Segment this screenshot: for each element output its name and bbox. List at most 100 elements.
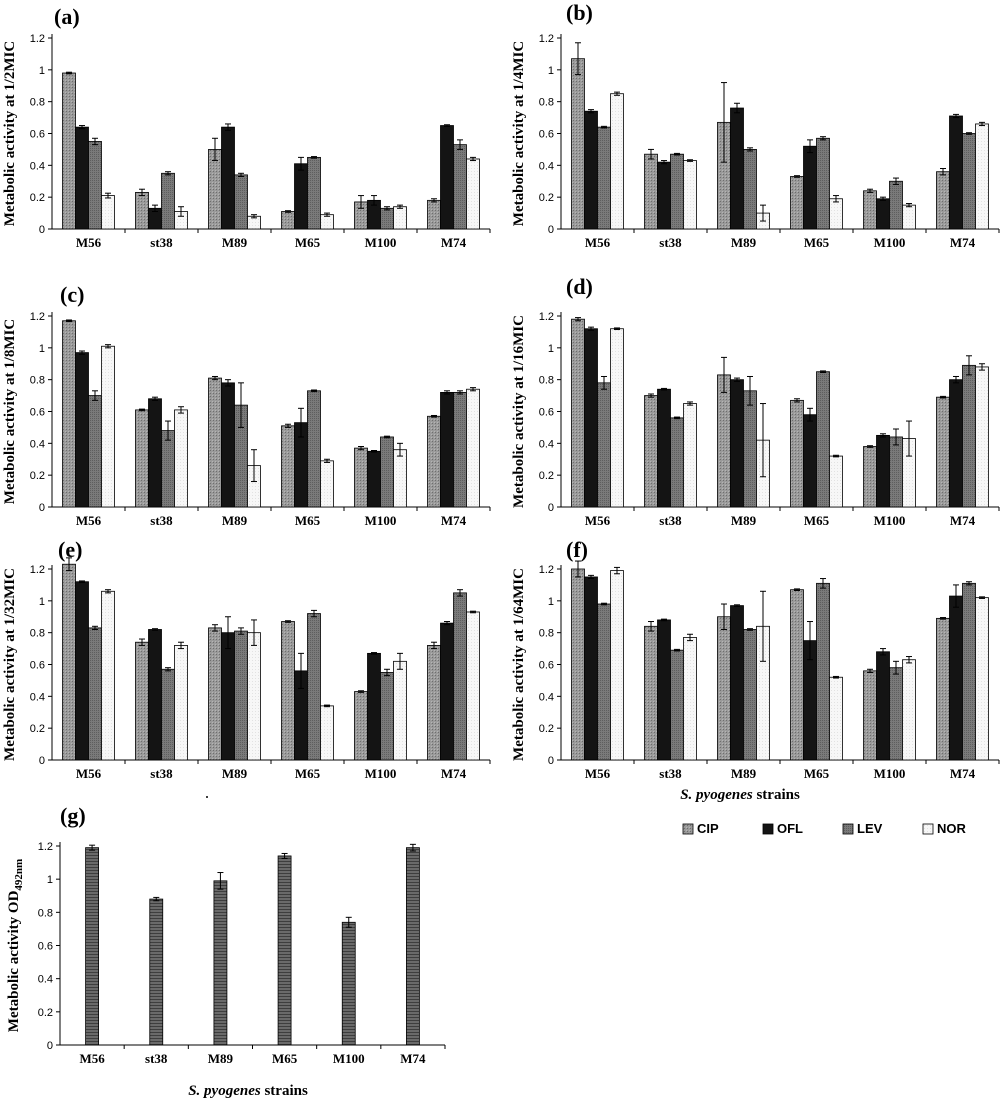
bar-lev-m56: [597, 126, 611, 230]
x-tick-label: M100: [874, 235, 906, 250]
bar-cip-m74: [936, 396, 950, 508]
x-tick-label: M56: [76, 766, 102, 781]
x-tick-label: st38: [150, 766, 173, 781]
x-tick-label: M100: [874, 766, 906, 781]
bar-nor-m65: [829, 198, 843, 230]
bar-series-st38: [149, 898, 164, 1046]
y-tick-label: 1.2: [539, 564, 554, 576]
bar-nor-m56: [101, 195, 115, 230]
bar-lev-m100: [889, 667, 903, 761]
y-tick-label: 0.6: [30, 407, 45, 419]
y-tick-label: 0: [39, 224, 45, 236]
panel-label-b: (b): [566, 0, 593, 25]
panel-a-y-axis-title: Metabolic activity at 1/2MIC: [2, 41, 18, 226]
bar-nor-st38: [174, 409, 188, 508]
bar-nor-m100: [393, 206, 407, 230]
x-tick-label: M65: [295, 513, 321, 528]
bar-cip-m74: [427, 199, 441, 230]
bar-lev-m65: [307, 390, 321, 508]
y-tick-label: 1.2: [30, 311, 45, 323]
bar-nor-m56: [610, 570, 624, 761]
bar-lev-m65: [307, 156, 321, 230]
y-tick-label: 0.6: [38, 941, 53, 953]
bar-nor-st38: [683, 403, 697, 508]
x-tick-label: M65: [804, 766, 830, 781]
bar-ofl-m56: [75, 126, 89, 230]
bar-lev-m56: [88, 627, 102, 761]
bar-cip-m56: [571, 58, 585, 230]
bar-nor-m100: [902, 204, 916, 230]
y-tick-label: 1.2: [539, 33, 554, 45]
y-tick-label: 0.6: [30, 660, 45, 672]
x-tick-label: M56: [585, 235, 611, 250]
x-tick-label: st38: [150, 235, 173, 250]
y-tick-label: 0.2: [539, 192, 554, 204]
x-tick-label: st38: [145, 1051, 168, 1066]
x-tick-label: M89: [222, 513, 248, 528]
bar-lev-st38: [161, 430, 175, 508]
x-tick-label: M74: [950, 235, 976, 250]
bar-cip-st38: [644, 153, 658, 230]
bar-nor-m65: [829, 455, 843, 508]
bar-cip-m74: [936, 617, 950, 761]
y-tick-label: 1: [47, 874, 53, 886]
panel-f-y-axis-title: Metabolic activity at 1/64MIC: [511, 568, 527, 761]
bar-ofl-m65: [803, 145, 817, 230]
y-tick-label: 0.4: [30, 438, 45, 450]
chart-panel-c: (c) Metabolic activity at 1/8MIC 0 0.2 0.4 0.…: [2, 282, 491, 528]
legend-label-cip: CIP: [697, 821, 719, 836]
bar-lev-st38: [670, 417, 684, 508]
bar-series-m56: [85, 847, 99, 1046]
x-tick-label: M74: [400, 1051, 426, 1066]
bar-cip-m89: [208, 627, 222, 761]
bar-ofl-m56: [584, 110, 598, 230]
y-tick-label: 0.2: [539, 470, 554, 482]
bar-cip-m65: [281, 425, 295, 508]
x-tick-label: M74: [950, 766, 976, 781]
bar-ofl-m100: [876, 198, 890, 230]
bar-ofl-m74: [949, 115, 963, 230]
x-tick-label: M74: [441, 766, 467, 781]
bar-ofl-m100: [367, 652, 381, 761]
x-tick-label: M65: [295, 766, 321, 781]
bar-ofl-st38: [657, 161, 671, 230]
y-tick-label: 0.4: [539, 691, 554, 703]
x-tick-label: M74: [441, 513, 467, 528]
bar-cip-m65: [281, 211, 295, 230]
legend-swatch-nor: [922, 823, 934, 835]
bar-cip-st38: [135, 191, 149, 230]
bar-lev-m56: [597, 603, 611, 761]
bar-cip-m89: [717, 616, 731, 761]
x-tick-label: M100: [365, 766, 397, 781]
y-tick-label: 0.2: [539, 723, 554, 735]
x-tick-label: M56: [76, 235, 102, 250]
chart-panel-f: (f) Metabolic activity at 1/64MIC 0 0.2 0.4 0…: [511, 537, 1000, 781]
bar-lev-m74: [453, 144, 467, 230]
bar-lev-m65: [816, 371, 830, 508]
bar-cip-st38: [135, 641, 149, 761]
bar-cip-m74: [936, 171, 950, 230]
x-tick-label: M89: [222, 766, 248, 781]
bar-nor-st38: [174, 645, 188, 761]
panel-c-y-axis-title: Metabolic activity at 1/8MIC: [2, 319, 18, 504]
bar-ofl-m74: [440, 391, 454, 508]
panel-b-y-axis-title: Metabolic activity at 1/4MIC: [511, 41, 527, 226]
bar-lev-m89: [743, 390, 757, 508]
x-tick-label: st38: [659, 235, 682, 250]
x-tick-label: M89: [731, 766, 757, 781]
y-tick-label: 0.2: [30, 723, 45, 735]
x-tick-label: M89: [208, 1051, 234, 1066]
bar-lev-m89: [234, 174, 248, 230]
bar-lev-m100: [380, 436, 394, 508]
bar-ofl-m89: [730, 605, 744, 761]
bar-cip-m89: [208, 149, 222, 230]
bar-cip-m56: [62, 72, 76, 230]
bar-ofl-m100: [876, 434, 890, 508]
bar-lev-m65: [816, 137, 830, 230]
y-tick-label: 0.8: [539, 97, 554, 109]
bar-lev-m65: [816, 582, 830, 761]
panel-e-y-axis-title: Metabolic activity at 1/32MIC: [2, 568, 18, 761]
bar-nor-m65: [320, 214, 334, 230]
bar-nor-m65: [829, 676, 843, 761]
